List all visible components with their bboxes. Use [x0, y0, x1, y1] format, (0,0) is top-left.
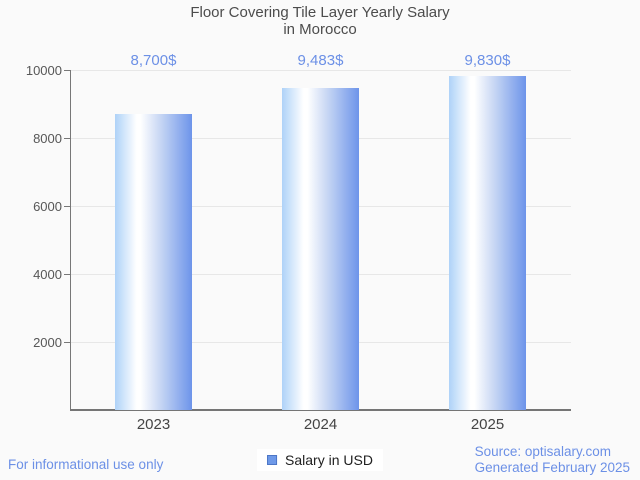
y-tick-8000 — [64, 137, 70, 139]
y-tick-10000 — [64, 69, 70, 71]
y-axis-label-2000: 2000 — [33, 335, 62, 350]
y-axis-label-4000: 4000 — [33, 267, 62, 282]
salary-bar-2025[interactable] — [449, 75, 526, 410]
salary-bar-2024[interactable] — [282, 87, 359, 410]
chart-title-line2: in Morocco — [283, 21, 357, 38]
x-axis-label-2024: 2024 — [303, 416, 338, 433]
source-block: Source: optisalary.com Generated Februar… — [475, 444, 630, 476]
y-tick-6000 — [64, 205, 70, 207]
source-link[interactable]: Source: optisalary.com — [474, 444, 611, 459]
x-axis-label-2023: 2023 — [136, 416, 171, 433]
x-axis-line — [70, 409, 571, 411]
value-label-2024: 9,483$ — [297, 52, 344, 69]
chart-title: Floor Covering Tile Layer Yearly Salary … — [0, 4, 640, 38]
x-axis-label-2025: 2025 — [470, 416, 505, 433]
y-tick-4000 — [64, 273, 70, 275]
y-axis-line — [70, 70, 71, 410]
gridline-10000 — [70, 69, 571, 71]
salary-bar-2023[interactable] — [115, 114, 192, 410]
y-axis-label-6000: 6000 — [33, 199, 62, 214]
y-axis-label-10000: 10000 — [25, 63, 62, 78]
value-label-2025: 9,830$ — [464, 52, 511, 69]
legend-swatch-icon — [267, 455, 278, 465]
y-axis-label-8000: 8000 — [33, 131, 62, 146]
value-label-2023: 8,700$ — [130, 52, 177, 69]
generated-date: Generated February 2025 — [474, 460, 630, 475]
disclaimer-text: For informational use only — [8, 457, 164, 472]
chart-title-line1: Floor Covering Tile Layer Yearly Salary — [190, 4, 450, 21]
legend: Salary in USD — [257, 449, 383, 471]
legend-label: Salary in USD — [285, 452, 373, 468]
y-tick-2000 — [64, 341, 70, 343]
